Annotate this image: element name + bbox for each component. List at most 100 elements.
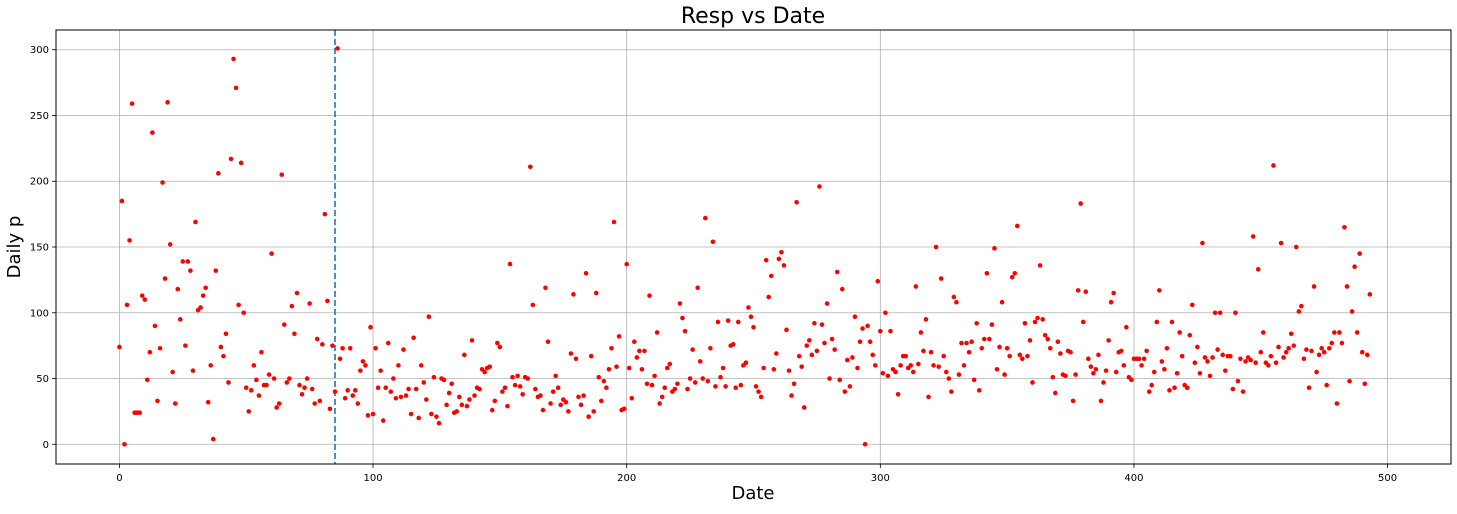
data-point (908, 363, 914, 368)
data-point (1192, 360, 1198, 366)
data-point (743, 360, 749, 366)
data-point (898, 363, 903, 368)
data-point (1055, 339, 1061, 344)
data-point (418, 363, 424, 368)
data-point (1172, 385, 1177, 391)
data-point (1296, 309, 1302, 314)
data-point (1080, 319, 1086, 325)
data-point (1266, 363, 1271, 368)
data-point (822, 340, 827, 346)
data-point (888, 328, 893, 334)
data-point (756, 389, 761, 394)
data-point (1288, 331, 1294, 337)
data-point (591, 409, 597, 414)
data-point (1177, 330, 1182, 335)
data-point (616, 334, 622, 339)
data-point (411, 335, 416, 341)
data-point (145, 377, 150, 383)
data-point (1124, 324, 1129, 330)
data-point (1248, 357, 1253, 363)
data-point (216, 171, 221, 176)
data-point (1352, 264, 1357, 270)
data-point (713, 384, 718, 389)
data-point (918, 330, 924, 335)
data-point (1047, 345, 1053, 351)
data-point (1230, 386, 1236, 392)
data-point (933, 244, 939, 250)
data-point (489, 407, 495, 413)
data-point (725, 318, 731, 323)
data-point (799, 364, 804, 369)
data-point (1357, 251, 1362, 256)
data-point (1073, 372, 1078, 377)
data-point (350, 393, 356, 398)
data-point (335, 46, 340, 51)
data-point (667, 361, 673, 367)
data-point (626, 365, 632, 371)
data-point (155, 398, 160, 404)
data-point (256, 393, 262, 398)
data-point (152, 323, 158, 329)
data-point (839, 286, 845, 292)
data-point (322, 211, 328, 217)
data-point (1324, 382, 1330, 388)
data-point (228, 156, 234, 162)
data-point (462, 352, 467, 358)
data-point (1058, 351, 1063, 356)
data-point (1309, 348, 1314, 354)
data-point (398, 394, 404, 400)
data-point (781, 263, 787, 268)
data-point (406, 386, 411, 392)
data-point (730, 342, 736, 347)
data-point (264, 382, 269, 388)
data-point (517, 384, 523, 389)
data-point (733, 385, 739, 391)
data-point (1250, 234, 1256, 239)
x-tick-label: 300 (871, 473, 890, 484)
data-point (363, 363, 368, 368)
data-point (340, 345, 345, 351)
x-tick-label: 400 (1124, 473, 1143, 484)
data-point (510, 374, 515, 380)
data-point (938, 276, 944, 281)
data-point (621, 406, 627, 412)
data-point (276, 401, 282, 406)
data-point (644, 381, 650, 387)
data-point (124, 302, 130, 308)
data-point (246, 409, 252, 414)
grid (56, 30, 1451, 464)
data-point (949, 389, 954, 394)
data-point (1002, 372, 1007, 377)
data-point (1283, 349, 1289, 355)
data-point (992, 246, 997, 251)
data-point (249, 388, 254, 393)
data-point (1096, 352, 1101, 358)
data-point (1233, 310, 1238, 316)
data-point (459, 402, 465, 408)
data-point (774, 351, 779, 356)
data-point (566, 409, 571, 414)
data-point (910, 369, 916, 375)
data-point (172, 401, 178, 406)
data-point (1326, 345, 1332, 351)
y-tick-label: 300 (30, 45, 49, 56)
data-point (614, 364, 619, 369)
data-point (165, 100, 170, 105)
data-point (1316, 352, 1322, 358)
data-point (1349, 309, 1355, 314)
data-point (675, 381, 680, 387)
data-point (429, 411, 434, 417)
data-point (342, 395, 348, 401)
data-point (829, 336, 835, 342)
data-point (1228, 353, 1233, 359)
data-point (649, 382, 655, 388)
data-point (1144, 348, 1149, 354)
data-point (1329, 340, 1335, 346)
data-point (150, 130, 155, 135)
data-point (893, 369, 898, 375)
data-point (1184, 385, 1190, 391)
data-point (578, 402, 584, 408)
data-point (487, 364, 493, 369)
data-point (368, 324, 373, 330)
data-point (634, 355, 640, 360)
